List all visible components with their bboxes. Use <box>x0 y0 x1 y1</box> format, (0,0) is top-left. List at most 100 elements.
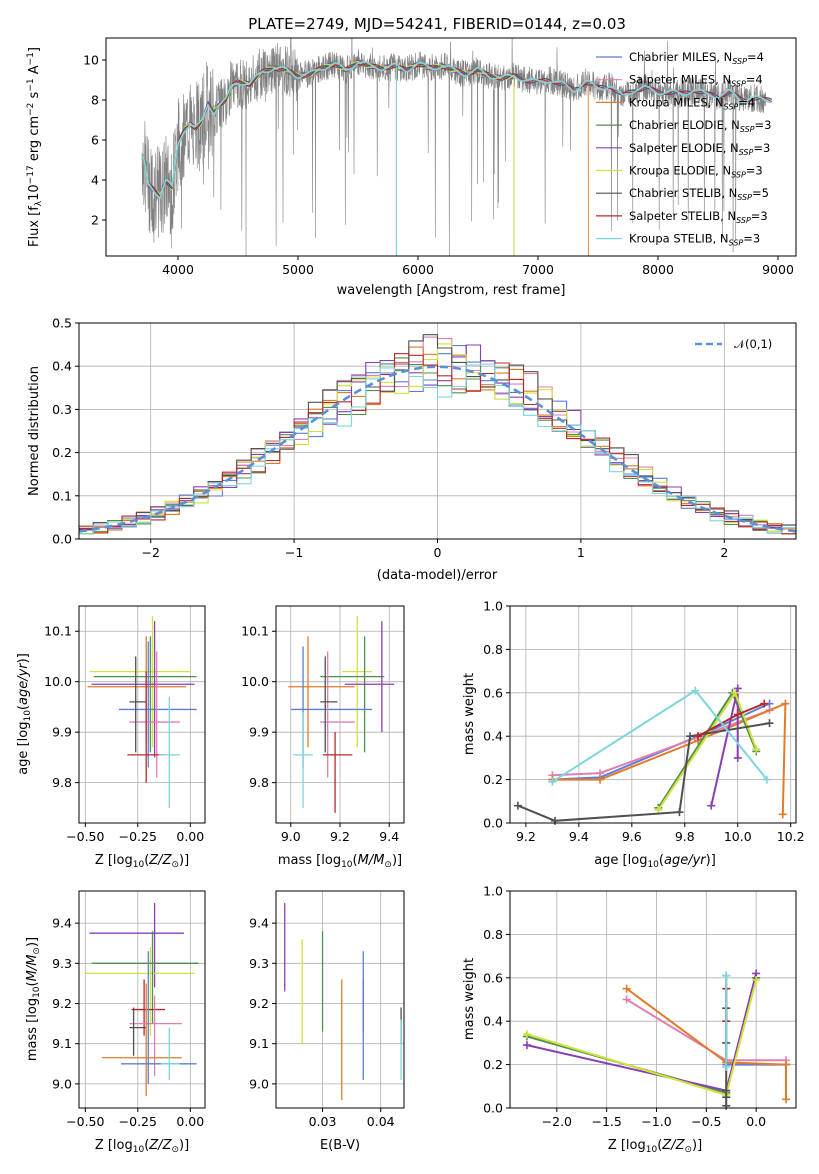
mass-weight-point <box>513 801 522 810</box>
histogram-series-step <box>79 344 796 531</box>
mass-weight-point <box>752 975 761 984</box>
mass-weight-point <box>733 710 742 719</box>
x-tick-label: −0.5 <box>691 1114 721 1129</box>
mass-weight-point <box>686 732 695 741</box>
y-tick-label: 0.1 <box>52 488 72 503</box>
legend-label: Salpeter MILES, NSSP=4 <box>629 73 763 89</box>
legend-normal-label: 𝒩(0,1) <box>734 337 772 351</box>
y-tick-label: 9.8 <box>52 775 72 790</box>
x-tick-label: 9.4 <box>379 829 399 844</box>
mass-weight-point <box>722 971 731 980</box>
y-tick-label: 4 <box>91 173 99 188</box>
y-tick-label: 9.2 <box>52 996 72 1011</box>
y-tick-label: 1.0 <box>483 599 503 614</box>
y-tick-label: 6 <box>91 133 99 148</box>
spectrum-ylabel: Flux [fλ10−17 erg cm−2 s−1 A−1] <box>26 47 44 247</box>
mass-vs-Z-ylabel: mass [log10(M/M⊙)] <box>25 937 42 1061</box>
y-tick-label: 10.1 <box>241 624 269 639</box>
x-tick-label: −1.0 <box>641 1114 671 1129</box>
mass-weight-line <box>526 979 758 1097</box>
age-vs-Z-panel: −0.50 −0.25 0.00 9.8 9.9 10.0 10.1 Z [log10(Z/… <box>16 605 206 870</box>
mass-vs-Z-panel: −0.50 −0.25 0.00 9.0 9.1 9.2 9.3 9.4 Z [log10(Z… <box>25 890 206 1155</box>
y-tick-label: 9.0 <box>249 1076 269 1091</box>
mass-weight-point <box>782 1095 791 1104</box>
y-tick-label: 9.4 <box>249 916 269 931</box>
histogram-xlabel: (data-model)/error <box>377 568 498 583</box>
mass-weight-vs-age-ylabel: mass weight <box>462 673 477 755</box>
y-tick-label: 0.8 <box>483 642 503 657</box>
y-tick-label: 9.9 <box>249 725 269 740</box>
x-tick-label: 9.2 <box>516 829 536 844</box>
x-tick-label: −2.0 <box>542 1114 572 1129</box>
histogram-series-step <box>79 357 796 535</box>
y-tick-label: 9.1 <box>52 1036 72 1051</box>
mass-weight-point <box>596 775 605 784</box>
mass-vs-Z-xlabel: Z [log10(Z/Z⊙)] <box>95 1138 189 1155</box>
figure-title: PLATE=2749, MJD=54241, FIBERID=0144, z=0… <box>248 15 626 33</box>
y-tick-label: 9.3 <box>52 956 72 971</box>
y-tick-label: 9.1 <box>249 1036 269 1051</box>
model-spectrum-line <box>142 61 589 256</box>
y-tick-label: 8 <box>91 93 99 108</box>
spectrum-xlabel: wavelength [Angstrom, rest frame] <box>337 283 566 298</box>
x-tick-label: 9.0 <box>281 829 301 844</box>
y-tick-label: 0.0 <box>483 816 503 831</box>
x-tick-label: 9.4 <box>569 829 589 844</box>
x-tick-label: 0.0 <box>746 1114 766 1129</box>
age-vs-mass-xlabel: mass [log10(M/M⊙)] <box>278 853 402 870</box>
x-tick-label: 1 <box>577 545 585 560</box>
mass-weight-point <box>522 1030 531 1039</box>
y-tick-label: 0.4 <box>52 359 72 374</box>
mass-weight-line <box>526 977 758 1095</box>
legend-label: Chabrier STELIB, NSSP=5 <box>629 186 769 202</box>
legend-subscript: SSP <box>732 57 747 66</box>
spectrum-axes-frame <box>105 37 797 257</box>
mass-weight-point <box>731 688 740 697</box>
mass-weight-point <box>765 719 774 728</box>
histogram-series-step <box>79 334 796 531</box>
x-tick-label: 0.04 <box>367 1114 395 1129</box>
mass-vs-ebv-xlabel: E(B-V) <box>320 1138 360 1153</box>
y-tick-label: 10.0 <box>44 674 72 689</box>
x-tick-label: 9.8 <box>675 829 695 844</box>
age-vs-Z-ylabel: age [log10(age/yr)] <box>16 653 33 775</box>
y-tick-label: 9.2 <box>249 996 269 1011</box>
y-tick-label: 0.0 <box>52 532 72 547</box>
age-vs-mass-axes-frame <box>275 605 405 824</box>
mass-weight-point <box>522 1041 531 1050</box>
mass-weight-point <box>707 801 716 810</box>
mass-vs-Z-axes-frame <box>78 890 206 1109</box>
mass-weight-vs-Z-panel: −2.0 −1.5 −1.0 −0.5 0.0 0.0 0.2 0.4 0.6 0.8 1.0 Z … <box>462 884 797 1155</box>
y-tick-label: 9.9 <box>52 725 72 740</box>
y-tick-label: 9.3 <box>249 956 269 971</box>
x-tick-label: 8000 <box>642 262 674 277</box>
mass-weight-line <box>626 987 787 1100</box>
y-tick-label: 0.5 <box>52 316 72 331</box>
mass-weight-point <box>548 777 557 786</box>
histogram-legend: 𝒩(0,1) <box>695 337 772 351</box>
x-tick-label: 0.00 <box>176 829 204 844</box>
mass-weight-vs-age-axes-frame <box>509 605 797 824</box>
model-spectrum-line <box>142 61 772 200</box>
y-tick-label: 0.0 <box>483 1101 503 1116</box>
observed-spectrum-line <box>141 38 767 256</box>
legend-subscript: SSP <box>724 102 739 111</box>
y-tick-label: 9.8 <box>249 775 269 790</box>
legend-label: Salpeter ELODIE, NSSP=3 <box>629 141 770 157</box>
y-tick-label: 0.2 <box>52 445 72 460</box>
age-vs-Z-xlabel: Z [log10(Z/Z⊙)] <box>95 853 189 870</box>
mass-weight-point <box>782 1060 791 1069</box>
mass-weight-point <box>752 745 761 754</box>
y-tick-label: 10.1 <box>44 624 72 639</box>
spectrum-plot-area <box>141 38 773 256</box>
legend-label: Salpeter STELIB, NSSP=3 <box>629 209 768 225</box>
model-spectrum-line <box>142 63 773 199</box>
y-tick-label: 0.4 <box>483 729 503 744</box>
legend-count: =3 <box>753 141 770 155</box>
mass-weight-line <box>526 973 758 1092</box>
age-vs-mass-panel: 9.0 9.2 9.4 9.8 9.9 10.0 10.1 mass [log10(M/M⊙… <box>241 605 405 870</box>
x-tick-label: 9.6 <box>622 829 642 844</box>
y-tick-label: 0.8 <box>483 927 503 942</box>
x-tick-label: 10.0 <box>724 829 752 844</box>
legend-subscript: SSP <box>729 239 744 248</box>
